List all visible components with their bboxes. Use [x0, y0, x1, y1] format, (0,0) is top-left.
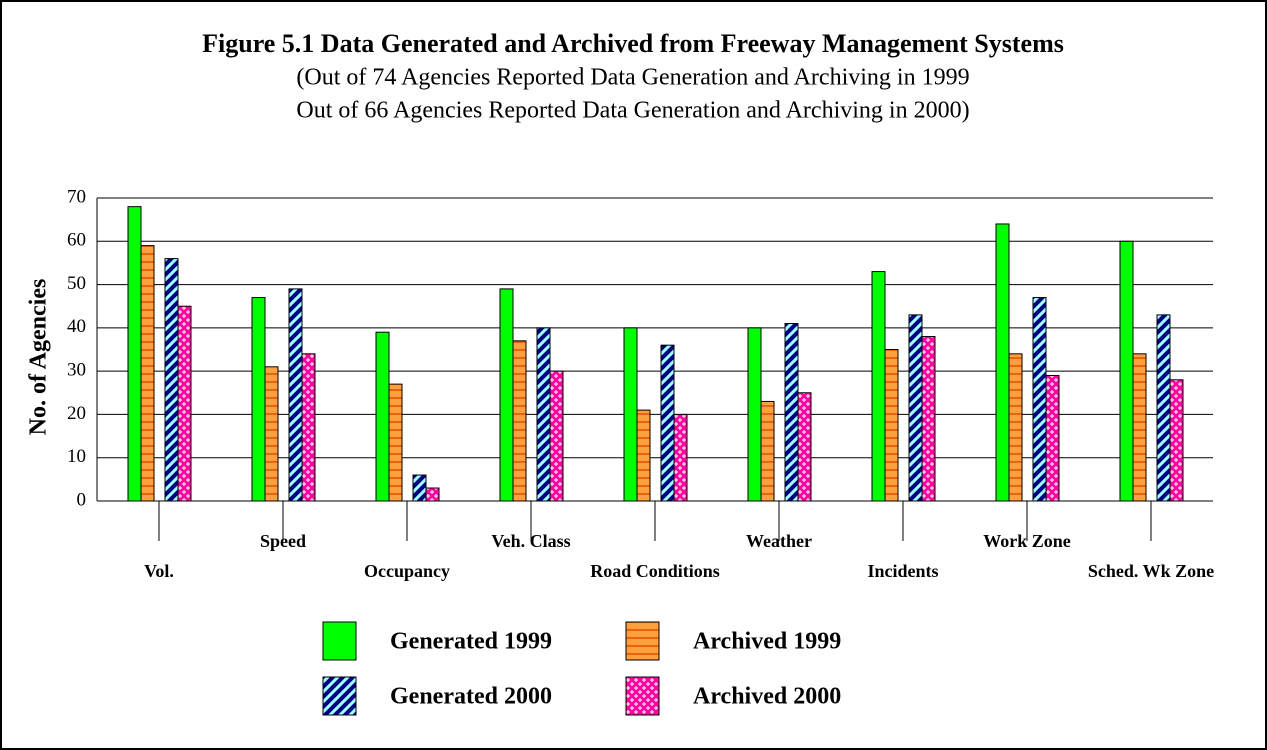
- bar: [288, 288, 303, 502]
- bar: [1132, 353, 1147, 502]
- x-tick-label: Sched. Wk Zone: [1088, 561, 1214, 581]
- y-tick-label: 50: [67, 273, 86, 294]
- bar: [164, 258, 179, 502]
- legend-swatch: [625, 621, 660, 661]
- bar: [623, 327, 638, 502]
- bar: [995, 223, 1010, 502]
- x-tick-label: Veh. Class: [491, 531, 570, 551]
- bar: [1032, 297, 1047, 502]
- bar: [660, 344, 675, 502]
- legend-label: Generated 1999: [390, 629, 552, 655]
- bar: [512, 340, 527, 502]
- bar: [1119, 240, 1134, 502]
- bar: [1045, 374, 1060, 502]
- legend-swatch: [322, 676, 357, 716]
- bar: [251, 297, 266, 502]
- y-tick-label: 0: [77, 489, 87, 510]
- x-tick-label: Vol.: [144, 561, 174, 581]
- bar: [908, 314, 923, 502]
- y-tick-label: 60: [67, 230, 86, 251]
- bar: [301, 353, 316, 502]
- bar: [127, 206, 142, 502]
- x-tick-label: Weather: [746, 531, 812, 551]
- bar: [871, 271, 886, 502]
- legend-label: Archived 1999: [693, 629, 841, 655]
- bar: [388, 383, 403, 502]
- y-tick-label: 40: [67, 316, 86, 337]
- bar: [264, 366, 279, 502]
- y-tick-label: 70: [67, 186, 86, 207]
- y-tick-label: 20: [67, 403, 86, 424]
- y-tick-label: 10: [67, 446, 86, 467]
- bar: [784, 323, 799, 502]
- x-tick-label: Incidents: [867, 561, 938, 581]
- bar: [536, 327, 551, 502]
- bar: [921, 336, 936, 502]
- bar: [412, 474, 427, 502]
- bar: [797, 392, 812, 502]
- bar: [1169, 379, 1184, 502]
- bar: [1008, 353, 1023, 502]
- x-tick-label: Work Zone: [983, 531, 1071, 551]
- bar: [636, 409, 651, 502]
- chart-subtitle: (Out of 74 Agencies Reported Data Genera…: [296, 65, 969, 91]
- bar: [1156, 314, 1171, 502]
- bar: [425, 487, 440, 502]
- x-tick-label: Speed: [260, 531, 306, 551]
- bar: [673, 413, 688, 502]
- bar: [177, 305, 192, 502]
- x-tick-label: Road Conditions: [590, 561, 720, 581]
- y-axis-label: No. of Agencies: [26, 279, 52, 436]
- legend-label: Generated 2000: [390, 684, 552, 710]
- bar: [499, 288, 514, 502]
- legend-swatch: [322, 621, 357, 661]
- bar: [140, 245, 155, 502]
- chart-subtitle: Out of 66 Agencies Reported Data Generat…: [296, 98, 969, 124]
- bar: [549, 370, 564, 502]
- x-tick-label: Occupancy: [364, 561, 450, 581]
- legend-swatch: [625, 676, 660, 716]
- bar: [747, 327, 762, 502]
- y-tick-label: 30: [67, 360, 86, 381]
- bar: [760, 400, 775, 502]
- bar: [375, 331, 390, 502]
- chart-title: Figure 5.1 Data Generated and Archived f…: [202, 29, 1064, 58]
- bar: [884, 349, 899, 502]
- legend-label: Archived 2000: [693, 684, 841, 710]
